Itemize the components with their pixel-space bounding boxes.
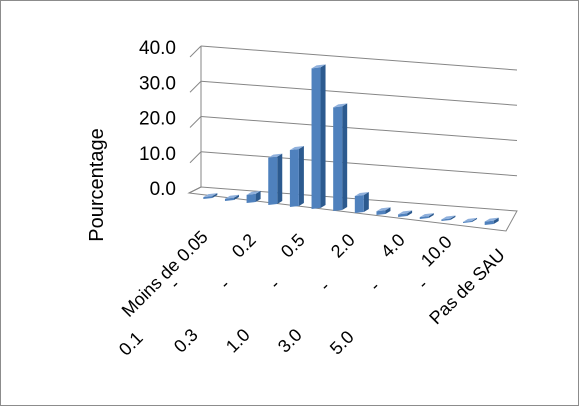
bars [203, 64, 499, 225]
bar [246, 190, 261, 203]
gridlines [189, 45, 518, 177]
bar [311, 64, 326, 209]
x-tick-label: Moins de 0.05 [118, 227, 212, 321]
x-tick-separator: - [365, 277, 383, 295]
x-tick-label: 2.0 [327, 230, 359, 262]
side-wall-edge [188, 186, 202, 194]
bar [463, 217, 478, 223]
y-tick-label: 20.0 [139, 109, 176, 130]
y-tick-label: 10.0 [139, 144, 176, 165]
gridline [200, 45, 518, 71]
y-axis-ticks: 0.0 10.0 20.0 30.0 40.0 [139, 38, 176, 200]
x-tick-label: 0.5 [277, 230, 309, 262]
side-gridline [189, 151, 202, 164]
x-tick-label: 1.0 [222, 325, 254, 357]
x-tick-label: 0.1 [115, 328, 147, 360]
x-tick-separator: - [315, 277, 333, 295]
x-tick-label: 5.0 [326, 327, 358, 359]
floor [187, 186, 518, 232]
bar [398, 210, 413, 217]
gridline [200, 80, 518, 106]
x-tick-label: 0.3 [170, 325, 202, 357]
bar [289, 146, 304, 207]
x-tick-label: 3.0 [274, 325, 306, 357]
bar [203, 193, 218, 199]
side-gridline [189, 80, 202, 93]
bar [441, 215, 456, 221]
bar [376, 207, 391, 215]
bar [354, 191, 369, 213]
chart-walls [187, 46, 518, 232]
bar [419, 213, 434, 219]
bar [268, 153, 283, 205]
x-tick-label: 4.0 [377, 230, 409, 262]
bar [484, 217, 499, 225]
bar [224, 194, 239, 201]
y-axis-title: Pourcentage [86, 128, 108, 241]
side-gridline [189, 116, 202, 128]
y-tick-label: 40.0 [139, 38, 176, 59]
y-tick-label: 30.0 [139, 73, 176, 94]
x-tick-label: 0.2 [228, 230, 260, 262]
side-gridline [189, 45, 202, 58]
y-tick-label: 0.0 [150, 179, 176, 200]
bar [333, 103, 348, 211]
x-tick-label: 10.0 [417, 232, 456, 271]
x-tick-separator: - [413, 275, 431, 293]
gridline [200, 116, 518, 141]
x-axis-labels: Moins de 0.05 0.1 0.2 0.3 0.5 1.0 2.0 3.0 4.0 5.0… [115, 227, 509, 360]
x-tick-separator: - [265, 275, 283, 293]
x-tick-separator: - [215, 275, 233, 293]
gridline [200, 151, 518, 177]
